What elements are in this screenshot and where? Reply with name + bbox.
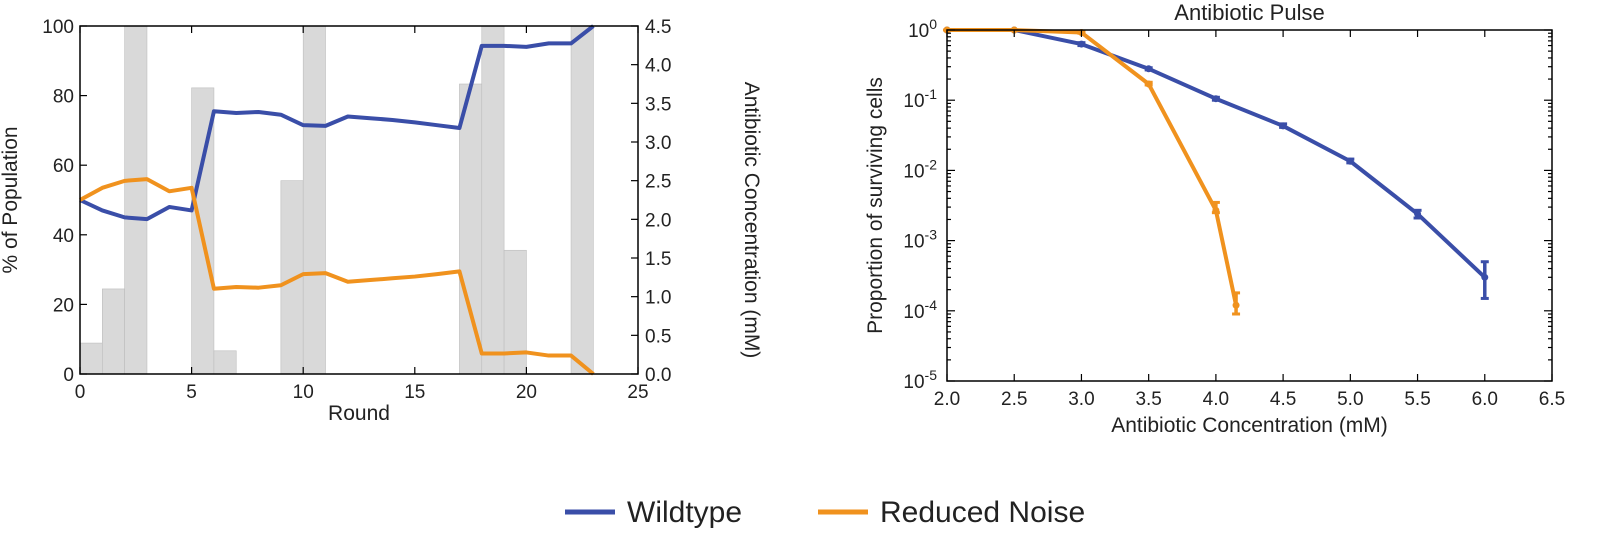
legend-item-reduced-noise: Reduced Noise [818, 496, 1085, 529]
y2-tick-label: 2.5 [645, 172, 671, 193]
x-tick-label: 2.5 [1001, 389, 1027, 410]
y-tick-label: 10-4 [903, 297, 937, 323]
data-point [1145, 80, 1153, 88]
rounds-y-axis-label: % of Population [0, 126, 22, 273]
rounds-chart: 0 5 10 15 20 25 0 20 40 60 80 100 0.0 0.5 1.0 1.5 2.0 2.5… [0, 17, 763, 425]
y-tick-label: 0 [63, 365, 74, 386]
x-tick-label: 3.0 [1068, 389, 1094, 410]
x-tick-label: 5.0 [1337, 389, 1363, 410]
legend: Wildtype Reduced Noise [565, 496, 1085, 529]
x-tick-label: 20 [516, 382, 537, 403]
antibiotic-pulse-axes: 2.0 2.5 3.0 3.5 4.0 4.5 5.0 5.5 6.0 6.5 100 10-1 10-… [903, 16, 1565, 410]
antibiotic-bars [79, 25, 594, 375]
data-point [1212, 95, 1220, 103]
pulse-x-axis-label: Antibiotic Concentration (mM) [1111, 414, 1388, 437]
antibiotic-bar [102, 288, 125, 375]
antibiotic-bar [503, 249, 527, 375]
rounds-y2-axis-label: Antibiotic Concentration (mM) [740, 82, 763, 359]
x-tick-label: 5.5 [1404, 389, 1430, 410]
data-point [1145, 65, 1153, 73]
y2-tick-label: 4.5 [645, 17, 671, 38]
survival-line-wildtype [947, 28, 1487, 279]
legend-item-wildtype: Wildtype [565, 496, 742, 529]
y-tick-label: 60 [53, 156, 74, 177]
y2-tick-label: 3.0 [645, 133, 671, 154]
x-tick-label: 0 [75, 382, 86, 403]
data-point [1212, 206, 1220, 214]
data-point [1232, 301, 1240, 309]
series-line-wildtype [79, 24, 595, 222]
y2-tick-label: 1.0 [645, 288, 671, 309]
x-tick-label: 6.0 [1472, 389, 1498, 410]
y-tick-label: 80 [53, 87, 74, 108]
x-tick-label: 10 [293, 382, 314, 403]
x-tick-label: 4.5 [1270, 389, 1296, 410]
y2-tick-label: 0.5 [645, 326, 671, 347]
y-tick-label: 20 [53, 295, 74, 316]
x-tick-label: 15 [404, 382, 425, 403]
x-tick-label: 25 [627, 382, 648, 403]
x-tick-label: 5 [186, 382, 197, 403]
y-tick-label: 10-2 [903, 156, 937, 182]
y2-tick-label: 0.0 [645, 365, 671, 386]
data-point [1279, 122, 1287, 130]
chart-title: Antibiotic Pulse [1174, 0, 1324, 25]
y-tick-label: 10-1 [903, 86, 937, 112]
antibiotic-bar [481, 25, 505, 375]
y-tick-label: 10-3 [903, 227, 937, 253]
legend-label: Wildtype [627, 496, 742, 529]
antibiotic-bar [79, 342, 103, 375]
antibiotic-bar [570, 25, 594, 375]
y-tick-label: 100 [908, 16, 937, 42]
y2-tick-label: 3.5 [645, 94, 671, 115]
antibiotic-bar [459, 83, 483, 375]
antibiotic-bar [124, 25, 148, 375]
y-tick-label: 100 [42, 17, 74, 38]
y2-tick-label: 2.0 [645, 210, 671, 231]
rounds-chart-axes: 0 5 10 15 20 25 0 20 40 60 80 100 0.0 0.5 1.0 1.5 2.0 2.5… [42, 17, 671, 403]
antibiotic-pulse-chart: Antibiotic Pulse 2.0 2.5 3.0 3.5 4.0 4.5 5.0 5.… [864, 0, 1565, 437]
pulse-y-axis-label: Proportion of surviving cells [864, 77, 887, 334]
plot-frame [79, 25, 639, 375]
data-point [1481, 273, 1489, 281]
survival-lines [943, 26, 1489, 316]
antibiotic-bar [302, 25, 326, 375]
y2-tick-label: 1.5 [645, 249, 671, 270]
rounds-x-axis-label: Round [328, 402, 390, 425]
x-tick-label: 2.0 [934, 389, 960, 410]
x-tick-label: 4.0 [1203, 389, 1229, 410]
legend-label: Reduced Noise [880, 496, 1085, 529]
x-tick-label: 3.5 [1135, 389, 1161, 410]
data-point [1414, 210, 1422, 218]
antibiotic-bar [213, 350, 237, 375]
data-point [1346, 157, 1354, 165]
survival-line-reduced-noise [947, 28, 1239, 306]
plot-frame [946, 29, 1553, 382]
y-tick-label: 10-5 [903, 367, 937, 393]
data-point [1077, 40, 1085, 48]
y-tick-label: 40 [53, 226, 74, 247]
series-line-reduced-noise [79, 177, 595, 376]
x-tick-label: 6.5 [1539, 389, 1565, 410]
y2-tick-label: 4.0 [645, 56, 671, 77]
population-lines [79, 24, 595, 376]
